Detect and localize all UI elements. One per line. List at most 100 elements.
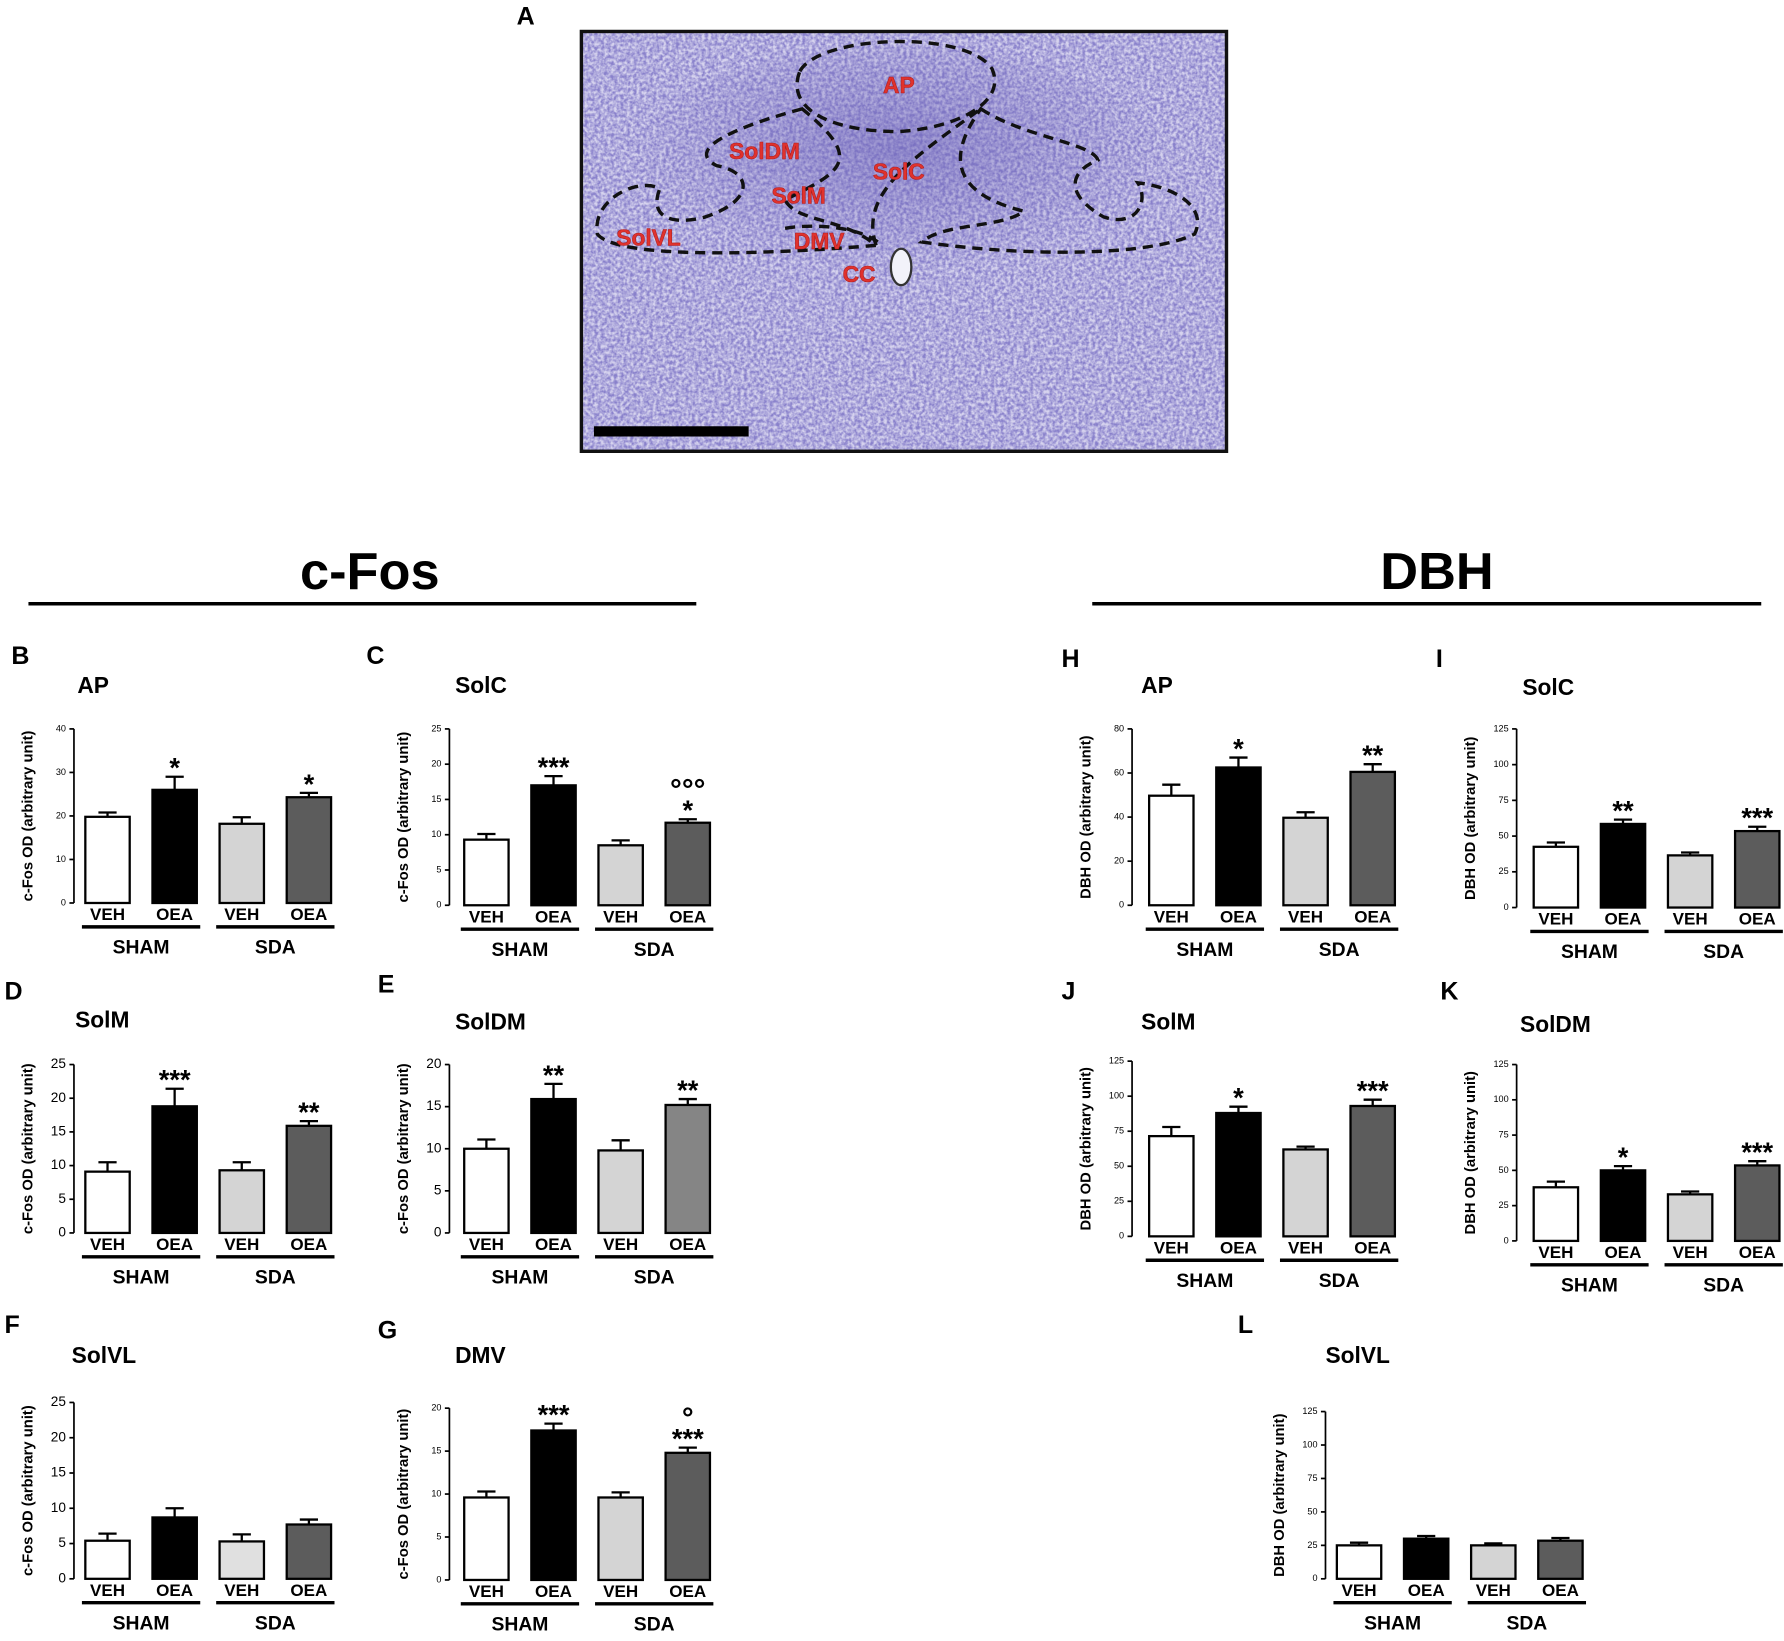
- x-tick-label: OEA: [535, 1582, 572, 1601]
- y-tick-label: 15: [426, 1098, 442, 1113]
- bar: [1532, 1186, 1580, 1243]
- bar: [285, 796, 333, 905]
- bar: [151, 788, 198, 905]
- y-tick-label: 0: [436, 1574, 441, 1584]
- x-tick-label: VEH: [1673, 1243, 1708, 1262]
- bar: [218, 1540, 266, 1580]
- x-tick-label: VEH: [1673, 910, 1708, 929]
- panel-letter: L: [1238, 1311, 1253, 1339]
- tissue-core: [625, 46, 1172, 297]
- y-tick-label: 25: [1499, 1200, 1509, 1210]
- error-bar: [544, 1082, 563, 1100]
- y-tick-label: 0: [436, 900, 441, 910]
- bar: [597, 1149, 644, 1235]
- y-tick-label: 0: [1312, 1573, 1317, 1583]
- y-tick-label: 100: [1109, 1091, 1124, 1101]
- chart-title: SolC: [1522, 674, 1574, 700]
- y-axis-label: DBH OD (arbitrary unit): [1078, 735, 1094, 899]
- group-label: SDA: [634, 1614, 675, 1636]
- panel-letter: I: [1436, 645, 1443, 673]
- y-tick-label: 50: [1114, 1161, 1124, 1171]
- error-bar: [232, 816, 251, 824]
- significance-mark: **: [677, 1074, 699, 1105]
- bar: [1147, 794, 1195, 907]
- scale-bar: [593, 426, 749, 437]
- significance-mark: ***: [1741, 802, 1773, 833]
- group-label: SHAM: [113, 1612, 170, 1634]
- significance-mark: ***: [159, 1064, 191, 1095]
- x-tick-label: VEH: [224, 1581, 259, 1600]
- y-tick-label: 75: [1307, 1473, 1317, 1483]
- x-tick-label: VEH: [224, 1235, 259, 1254]
- group-label: SHAM: [491, 1614, 548, 1636]
- error-bar: [678, 1097, 697, 1105]
- error-bar: [299, 791, 319, 798]
- region-label: AP: [883, 72, 915, 98]
- significance-mark: *: [169, 752, 180, 783]
- y-tick-label: 100: [1493, 1094, 1508, 1104]
- region-label: SolVL: [616, 225, 681, 251]
- y-tick-label: 5: [436, 864, 441, 874]
- chart-title: SolM: [75, 1006, 129, 1032]
- y-tick-label: 10: [431, 1488, 441, 1498]
- group-label: SDA: [255, 937, 296, 959]
- significance-mark: °°°: [670, 774, 706, 807]
- x-tick-label: OEA: [1408, 1581, 1445, 1600]
- x-tick-label: VEH: [90, 1581, 125, 1600]
- panel-letter: C: [366, 642, 384, 670]
- bar: [1349, 770, 1397, 907]
- y-tick-label: 20: [1114, 856, 1124, 866]
- y-tick-label: 125: [1493, 723, 1508, 733]
- x-tick-label: OEA: [669, 1235, 706, 1254]
- bar: [597, 844, 644, 907]
- y-tick-label: 10: [426, 1140, 442, 1155]
- y-tick-label: 125: [1109, 1056, 1124, 1066]
- x-tick-label: VEH: [469, 907, 504, 926]
- x-tick-label: OEA: [1739, 910, 1776, 929]
- bar: [1733, 829, 1781, 909]
- x-tick-label: OEA: [1605, 1243, 1642, 1262]
- y-tick-label: 10: [431, 829, 441, 839]
- x-tick-label: OEA: [1605, 910, 1642, 929]
- y-tick-label: 25: [431, 723, 441, 733]
- y-tick-label: 40: [1114, 811, 1124, 821]
- y-tick-label: 0: [1504, 1235, 1509, 1245]
- error-bar: [1748, 825, 1767, 832]
- y-tick-label: 50: [1499, 1165, 1509, 1175]
- panel-letter: D: [5, 977, 23, 1005]
- x-tick-label: OEA: [290, 905, 327, 924]
- x-tick-label: OEA: [1354, 907, 1391, 926]
- group-label: SDA: [1703, 941, 1744, 963]
- error-bar: [232, 1161, 251, 1171]
- group-label: SHAM: [1364, 1612, 1421, 1634]
- region-label: SolC: [873, 159, 925, 185]
- y-tick-label: 0: [61, 897, 66, 907]
- y-tick-label: 0: [1119, 1231, 1124, 1241]
- x-tick-label: VEH: [1476, 1581, 1511, 1600]
- significance-mark: **: [298, 1097, 320, 1128]
- bar: [151, 1516, 198, 1580]
- y-axis-label: DBH OD (arbitrary unit): [1463, 736, 1479, 900]
- y-tick-label: 10: [56, 854, 66, 864]
- x-tick-label: OEA: [535, 1235, 572, 1254]
- y-tick-label: 25: [1114, 1196, 1124, 1206]
- error-bar: [611, 1491, 630, 1498]
- error-bar: [1681, 851, 1700, 856]
- error-bar: [544, 1422, 563, 1431]
- group-label: SDA: [255, 1612, 296, 1634]
- x-tick-label: OEA: [1354, 1238, 1391, 1257]
- bar: [1215, 766, 1262, 907]
- y-tick-label: 75: [1114, 1126, 1124, 1136]
- panel-letter: J: [1062, 977, 1076, 1005]
- bar: [664, 821, 712, 907]
- y-axis-label: DBH OD (arbitrary unit): [1078, 1067, 1094, 1231]
- y-tick-label: 50: [1307, 1506, 1317, 1516]
- region-label: DMV: [794, 228, 845, 254]
- x-tick-label: VEH: [603, 907, 638, 926]
- error-bar: [1681, 1190, 1700, 1195]
- error-bar: [299, 1518, 319, 1525]
- bar: [1469, 1544, 1517, 1580]
- group-label: SDA: [634, 939, 675, 961]
- bar: [84, 1170, 131, 1235]
